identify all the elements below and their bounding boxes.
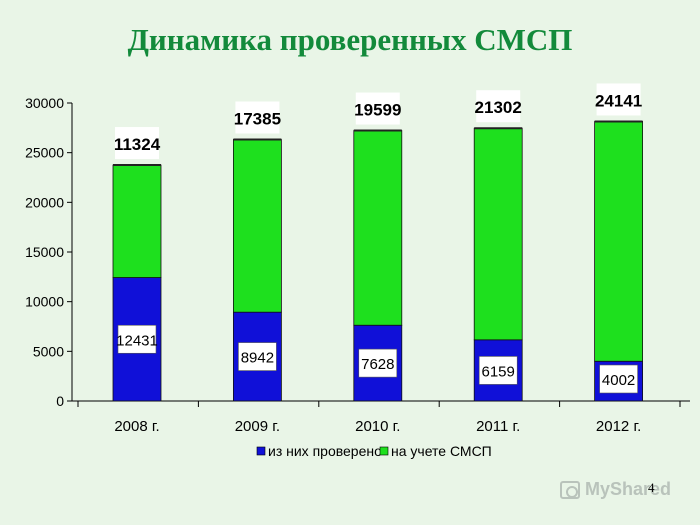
data-label-box-registered xyxy=(115,127,159,160)
data-label-checked: 6159 xyxy=(482,363,515,380)
data-label-box-registered xyxy=(355,92,400,125)
x-tick-label: 2011 г. xyxy=(476,418,520,435)
legend-swatch-registered xyxy=(379,446,389,456)
page-number: 4 xyxy=(648,480,655,495)
data-label-box-registered xyxy=(596,83,641,116)
data-label-checked: 12431 xyxy=(116,332,158,349)
data-label-box-checked xyxy=(238,342,277,371)
legend-label-checked: из них проверено xyxy=(268,443,382,459)
data-label-registered: 19599 xyxy=(354,101,401,120)
data-label-registered: 21302 xyxy=(475,98,522,117)
data-label-box-registered xyxy=(476,90,521,123)
presentation-icon xyxy=(560,480,580,499)
legend-label-registered: на учете СМСП xyxy=(391,443,492,459)
watermark-logo: MyShared xyxy=(560,479,671,500)
bar-registered xyxy=(473,127,523,341)
y-tick-label: 30000 xyxy=(25,95,64,111)
data-label-checked: 8942 xyxy=(241,350,274,367)
bar-registered xyxy=(232,139,282,313)
bar-registered xyxy=(112,164,162,278)
chart-title: Динамика проверенных СМСП xyxy=(127,22,573,57)
data-label-box-checked xyxy=(599,364,638,394)
y-tick-label: 25000 xyxy=(25,145,64,161)
data-label-box-checked xyxy=(117,324,157,354)
x-tick-label: 2009 г. xyxy=(235,418,280,435)
watermark-text: MyShared xyxy=(585,479,672,499)
data-label-registered: 17385 xyxy=(234,109,281,128)
data-label-box-checked xyxy=(478,356,518,385)
y-tick-label: 5000 xyxy=(33,343,64,359)
bar-registered xyxy=(594,121,643,362)
y-tick-label: 0 xyxy=(56,393,64,409)
data-label-checked: 4002 xyxy=(602,372,635,389)
y-tick-label: 15000 xyxy=(25,244,64,260)
data-label-checked: 7628 xyxy=(361,356,394,373)
x-tick-label: 2008 г. xyxy=(114,418,159,435)
data-label-box-checked xyxy=(358,348,398,378)
x-tick-label: 2012 г. xyxy=(596,418,641,435)
x-tick-label: 2010 г. xyxy=(355,418,400,435)
y-tick-label: 20000 xyxy=(25,194,64,210)
data-label-registered: 24141 xyxy=(595,91,642,110)
legend-swatch-checked xyxy=(256,446,266,456)
data-label-registered: 11324 xyxy=(114,135,161,154)
y-tick-label: 10000 xyxy=(25,294,64,310)
data-label-box-registered xyxy=(235,101,280,134)
bar-registered xyxy=(353,130,403,326)
